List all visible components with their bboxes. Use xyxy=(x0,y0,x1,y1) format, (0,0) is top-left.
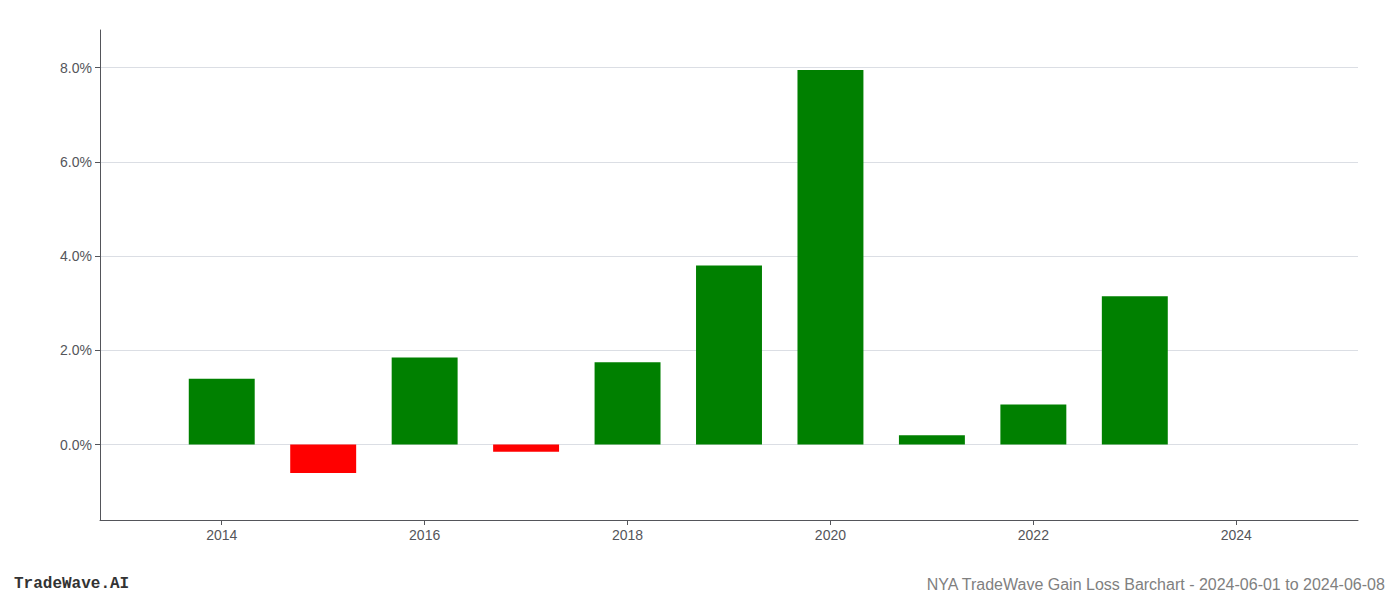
svg-text:2018: 2018 xyxy=(612,527,643,543)
svg-text:2024: 2024 xyxy=(1221,527,1252,543)
svg-text:6.0%: 6.0% xyxy=(60,154,92,170)
svg-text:2016: 2016 xyxy=(409,527,440,543)
svg-text:4.0%: 4.0% xyxy=(60,248,92,264)
svg-text:2022: 2022 xyxy=(1018,527,1049,543)
svg-text:2.0%: 2.0% xyxy=(60,342,92,358)
svg-text:TradeWave.AI: TradeWave.AI xyxy=(14,575,129,593)
svg-text:2020: 2020 xyxy=(815,527,846,543)
svg-text:8.0%: 8.0% xyxy=(60,60,92,76)
svg-text:0.0%: 0.0% xyxy=(60,437,92,453)
svg-text:NYA TradeWave Gain Loss Barcha: NYA TradeWave Gain Loss Barchart - 2024-… xyxy=(927,576,1385,593)
svg-text:2014: 2014 xyxy=(206,527,237,543)
